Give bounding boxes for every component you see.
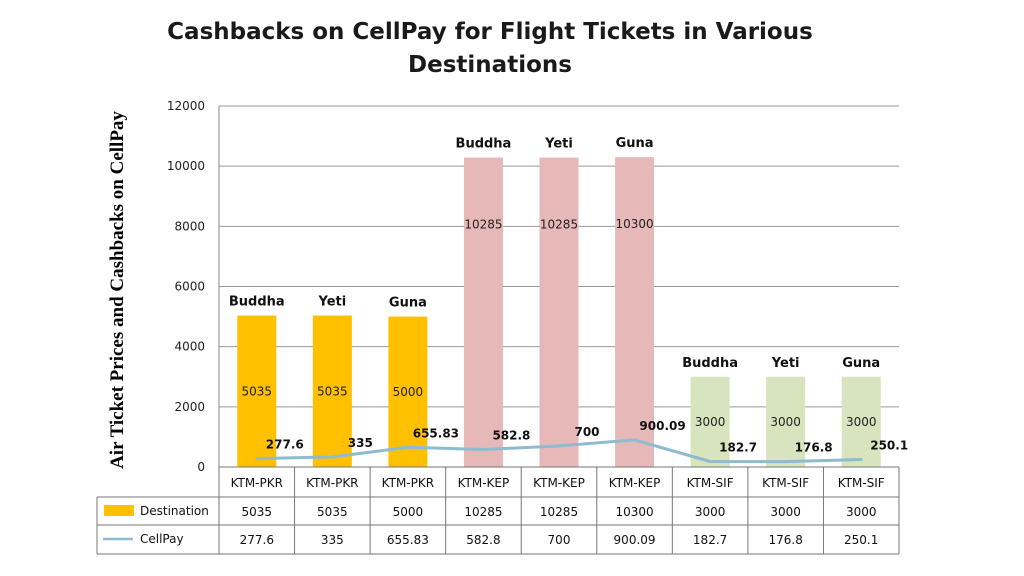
bar-value-label: 5035 [242, 384, 273, 398]
table-cell: 182.7 [693, 533, 727, 547]
airline-label: Guna [389, 296, 427, 311]
bar-value-label: 5035 [317, 384, 348, 398]
table-cell: 582.8 [466, 533, 500, 547]
legend-label-cellpay: CellPay [140, 532, 184, 546]
table-cell: 250.1 [844, 533, 878, 547]
chart-title: Cashbacks on CellPay for Flight Tickets … [167, 19, 813, 78]
line-value-label: 335 [348, 436, 373, 450]
line-value-label: 900.09 [639, 419, 685, 433]
line-point [406, 445, 410, 449]
line-value-label: 250.1 [870, 438, 908, 452]
table-cell: 5035 [242, 505, 273, 519]
bar-value-label: 10285 [540, 217, 578, 231]
airline-label: Guna [616, 136, 654, 151]
line-value-label: 277.6 [266, 438, 304, 452]
airline-label: Buddha [229, 295, 285, 310]
table-cell: 700 [548, 533, 571, 547]
line-point [708, 460, 712, 464]
bar-value-label: 3000 [770, 415, 801, 429]
y-tick-label: 8000 [174, 219, 205, 233]
x-tick-label: KTM-PKR [382, 476, 434, 490]
line-value-label: 582.8 [492, 428, 530, 442]
bar [388, 316, 428, 467]
table-cell: 10285 [540, 505, 578, 519]
y-tick-label: 12000 [167, 99, 205, 113]
airline-label: Yeti [771, 356, 800, 371]
line-value-label: 176.8 [795, 441, 833, 455]
bar-value-label: 3000 [695, 415, 726, 429]
bar [690, 376, 730, 467]
x-tick-label: KTM-SIF [762, 476, 809, 490]
table-cell: 5035 [317, 505, 348, 519]
legend-label-destination: Destination [140, 504, 209, 518]
table-cell: 10300 [615, 505, 653, 519]
x-tick-label: KTM-KEP [458, 476, 510, 490]
table-cell: 3000 [770, 505, 801, 519]
table-cell: 277.6 [240, 533, 274, 547]
table-cell: 655.83 [387, 533, 429, 547]
bar-value-label: 5000 [393, 385, 424, 399]
line-point [633, 438, 637, 442]
table-cell: 335 [321, 533, 344, 547]
airline-label: Buddha [456, 137, 512, 152]
x-tick-label: KTM-PKR [231, 476, 283, 490]
bar [539, 157, 579, 468]
x-tick-label: KTM-SIF [838, 476, 885, 490]
airline-label: Guna [842, 356, 880, 371]
bar [766, 376, 806, 467]
x-tick-label: KTM-KEP [609, 476, 661, 490]
line-point [859, 457, 863, 461]
line-value-label: 700 [574, 425, 599, 439]
airline-label: Yeti [544, 137, 573, 152]
airline-label: Yeti [317, 295, 346, 310]
y-tick-label: 0 [197, 460, 205, 474]
x-tick-label: KTM-KEP [533, 476, 585, 490]
table-cell: 3000 [695, 505, 726, 519]
line-point [481, 447, 485, 451]
y-tick-label: 6000 [174, 280, 205, 294]
line-point [557, 444, 561, 448]
y-tick-label: 10000 [167, 159, 205, 173]
table-cell: 10285 [464, 505, 502, 519]
bar [615, 157, 655, 467]
bar [237, 315, 277, 467]
x-tick-label: KTM-SIF [687, 476, 734, 490]
table-cell: 176.8 [768, 533, 802, 547]
bar-value-label: 3000 [846, 415, 877, 429]
x-tick-label: KTM-PKR [306, 476, 358, 490]
y-tick-label: 4000 [174, 340, 205, 354]
airline-label: Buddha [682, 356, 738, 371]
legend-swatch-destination [104, 505, 134, 516]
line-point [784, 460, 788, 464]
table-cell: 900.09 [614, 533, 656, 547]
bar [312, 315, 352, 467]
table-cell: 5000 [393, 505, 424, 519]
line-point [255, 457, 259, 461]
line-value-label: 655.83 [413, 426, 459, 440]
bar [463, 157, 503, 468]
bar [841, 376, 881, 467]
line-value-label: 182.7 [719, 441, 757, 455]
line-point [330, 455, 334, 459]
y-tick-label: 2000 [174, 400, 205, 414]
table-cell: 3000 [846, 505, 877, 519]
bar-value-label: 10300 [615, 217, 653, 231]
bar-value-label: 10285 [464, 217, 502, 231]
